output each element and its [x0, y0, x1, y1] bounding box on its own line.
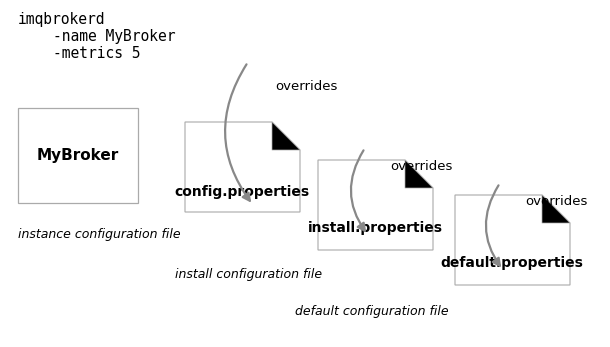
- Text: install.properties: install.properties: [307, 221, 442, 235]
- Polygon shape: [318, 160, 433, 250]
- Polygon shape: [185, 122, 300, 212]
- Polygon shape: [455, 195, 570, 285]
- Text: overrides: overrides: [525, 195, 587, 208]
- Text: imqbrokerd: imqbrokerd: [18, 12, 106, 27]
- Text: -metrics 5: -metrics 5: [18, 46, 140, 61]
- Text: install configuration file: install configuration file: [175, 268, 322, 281]
- Text: instance configuration file: instance configuration file: [18, 228, 181, 241]
- Polygon shape: [542, 195, 570, 223]
- Text: config.properties: config.properties: [174, 185, 309, 199]
- Text: default.properties: default.properties: [440, 256, 583, 270]
- Polygon shape: [272, 122, 300, 150]
- Text: -name MyBroker: -name MyBroker: [18, 29, 176, 44]
- Bar: [18, 108, 138, 203]
- Text: overrides: overrides: [275, 80, 337, 93]
- Text: default configuration file: default configuration file: [295, 305, 448, 318]
- Polygon shape: [405, 160, 433, 188]
- Text: MyBroker: MyBroker: [37, 147, 119, 162]
- Text: overrides: overrides: [390, 160, 453, 173]
